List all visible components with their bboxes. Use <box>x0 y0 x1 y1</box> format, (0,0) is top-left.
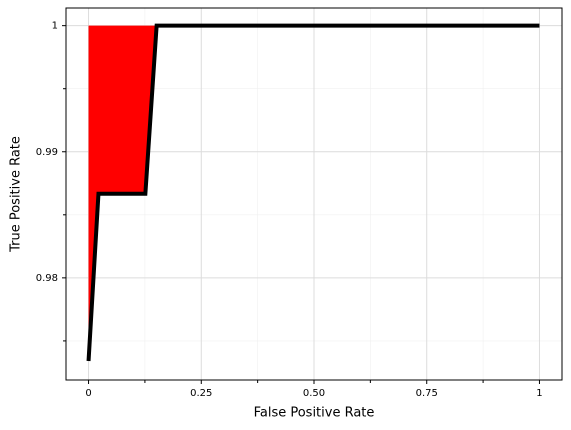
x-tick-label: 1 <box>536 388 542 399</box>
y-tick-label: 0.99 <box>36 147 58 158</box>
x-tick-label: 0.75 <box>416 388 438 399</box>
x-tick-label: 0 <box>85 388 91 399</box>
x-tick-label: 0.50 <box>303 388 325 399</box>
x-axis-title: False Positive Rate <box>254 406 375 421</box>
y-tick-label: 0.98 <box>36 273 58 284</box>
x-tick-label: 0.25 <box>190 388 212 399</box>
roc-line <box>86 23 540 362</box>
area-fill <box>88 25 540 361</box>
y-tick-label: 1 <box>52 21 58 32</box>
y-axis-title: True Positive Rate <box>9 136 24 253</box>
plot-border <box>65 7 563 381</box>
